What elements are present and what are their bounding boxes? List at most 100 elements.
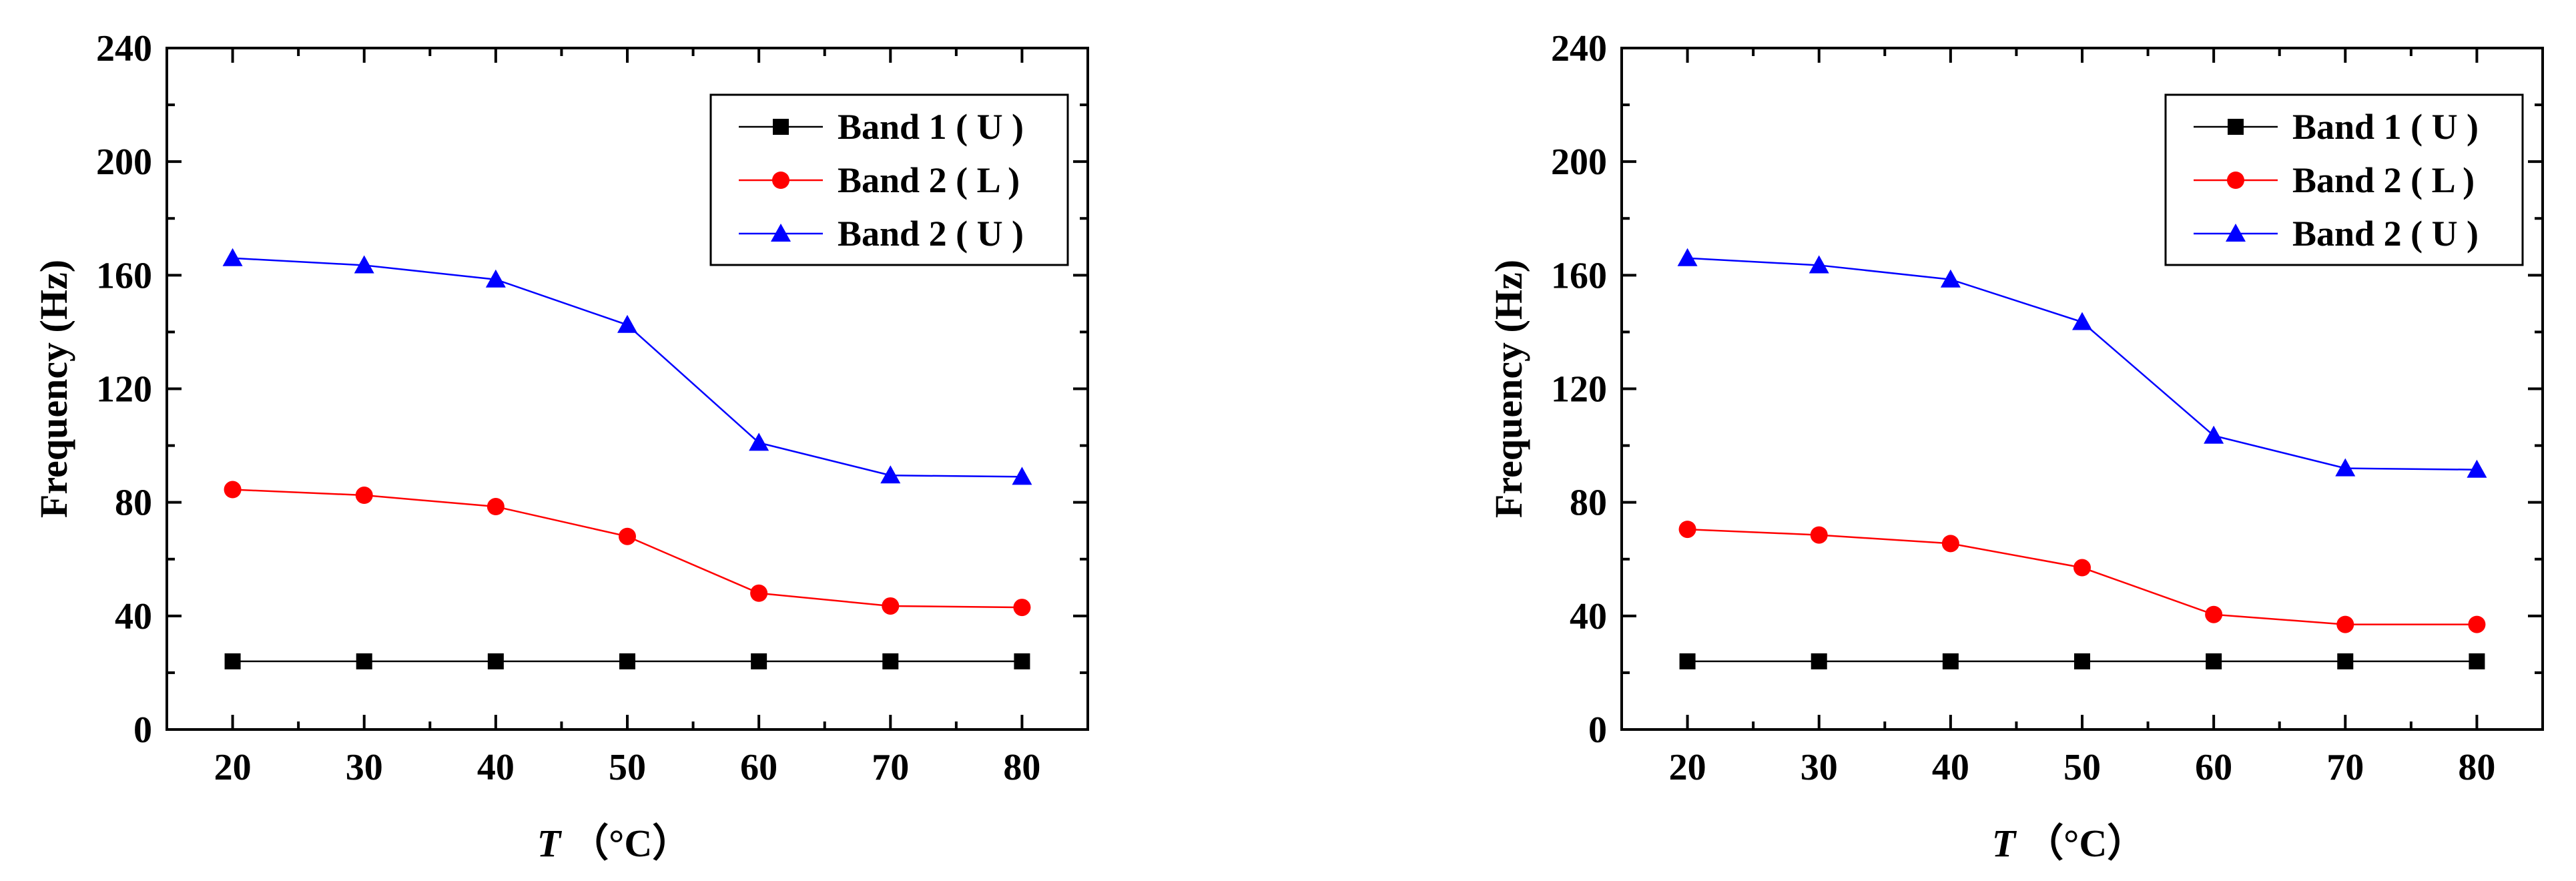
data-point-square xyxy=(619,653,635,669)
data-point-circle xyxy=(2468,615,2486,633)
series-line xyxy=(232,489,1022,609)
x-tick-label: 60 xyxy=(2195,747,2232,788)
y-tick-label: 120 xyxy=(1551,369,1607,410)
data-point-square xyxy=(1679,653,1696,669)
data-point-square xyxy=(224,653,241,669)
legend-label: Band 2 ( L ) xyxy=(2292,160,2475,200)
legend-marker-triangle xyxy=(2226,224,2246,242)
data-point-triangle xyxy=(2204,425,2224,444)
y-axis-title: Frequency (Hz) xyxy=(32,260,75,518)
series-1 xyxy=(224,653,1030,669)
data-point-circle xyxy=(750,584,768,602)
data-point-circle xyxy=(882,597,900,615)
data-point-square xyxy=(356,653,372,669)
data-point-circle xyxy=(2073,559,2091,577)
data-point-square xyxy=(2074,653,2090,669)
legend-label: Band 2 ( L ) xyxy=(838,160,1020,200)
x-tick-label: 30 xyxy=(1801,747,1838,788)
x-axis-symbol: T xyxy=(537,822,563,865)
data-point-square xyxy=(1942,653,1959,669)
data-point-circle xyxy=(2336,615,2354,633)
x-tick-label: 30 xyxy=(346,747,383,788)
x-tick-label: 40 xyxy=(1932,747,1969,788)
data-point-circle xyxy=(619,527,636,545)
data-point-triangle xyxy=(749,432,769,451)
data-point-square xyxy=(1014,653,1030,669)
legend-label: Band 2 ( U ) xyxy=(838,214,1024,254)
legend-marker-circle xyxy=(2227,172,2244,189)
x-tick-label: 20 xyxy=(214,747,252,788)
x-axis-unit: （°C） xyxy=(2025,822,2146,865)
data-point-triangle xyxy=(1677,248,1698,266)
series-line xyxy=(232,257,1022,478)
chart-panel-2: 0 40 80 120 160 200 240 20 30 40 50 60 70 80 T （°C） Freq… xyxy=(1487,28,2544,865)
x-axis-title: T （°C） xyxy=(537,822,691,865)
data-point-triangle xyxy=(1940,269,1961,288)
data-point-square xyxy=(2206,653,2222,669)
data-point-circle xyxy=(1013,599,1031,617)
x-tick-label: 20 xyxy=(1669,747,1706,788)
x-axis-symbol: T xyxy=(1992,822,2017,865)
data-point-square xyxy=(2469,653,2485,669)
y-tick-label: 200 xyxy=(1551,141,1607,183)
series-3 xyxy=(222,248,1032,485)
data-point-triangle xyxy=(1012,467,1032,485)
x-tick-label: 80 xyxy=(1003,747,1040,788)
data-point-circle xyxy=(1678,521,1696,539)
series-3 xyxy=(1677,248,2487,478)
data-point-square xyxy=(2337,653,2354,669)
x-tick-label: 70 xyxy=(2326,747,2364,788)
x-tick-label: 50 xyxy=(609,747,646,788)
data-point-triangle xyxy=(222,248,243,266)
y-tick-label: 160 xyxy=(1551,255,1607,296)
y-tick-label: 160 xyxy=(96,255,152,296)
x-tick-label: 70 xyxy=(872,747,909,788)
y-tick-label: 40 xyxy=(1570,596,1607,637)
x-tick-label: 40 xyxy=(477,747,515,788)
chart-panel-1: 0 40 80 120 160 200 240 20 30 40 50 60 70 80 T （°C） Freq… xyxy=(32,28,1089,865)
data-point-triangle xyxy=(880,465,901,484)
data-point-square xyxy=(1811,653,1827,669)
y-tick-label: 0 xyxy=(1588,709,1607,751)
legend-label: Band 1 ( U ) xyxy=(2292,107,2479,147)
y-tick-label: 80 xyxy=(115,483,152,524)
data-point-triangle xyxy=(354,255,374,274)
data-point-triangle xyxy=(485,269,506,288)
y-tick-label: 80 xyxy=(1570,483,1607,524)
data-point-triangle xyxy=(1809,255,1829,274)
series-2 xyxy=(1678,521,2486,633)
legend-label: Band 2 ( U ) xyxy=(2292,214,2479,254)
data-point-triangle xyxy=(2072,312,2092,330)
x-tick-label: 60 xyxy=(740,747,777,788)
x-tick-label: 50 xyxy=(2063,747,2101,788)
data-point-square xyxy=(487,653,504,669)
data-point-triangle xyxy=(2335,458,2356,477)
x-axis-unit: （°C） xyxy=(570,822,691,865)
series-line xyxy=(1687,257,2477,471)
y-tick-label: 120 xyxy=(96,369,152,410)
y-tick-label: 0 xyxy=(133,709,152,751)
y-tick-label: 240 xyxy=(96,28,152,69)
series-2 xyxy=(224,481,1031,617)
data-point-circle xyxy=(355,487,373,505)
data-point-circle xyxy=(1810,526,1828,544)
y-tick-label: 200 xyxy=(96,141,152,183)
series-line xyxy=(1687,528,2477,625)
series-1 xyxy=(1679,653,2485,669)
x-tick-label: 80 xyxy=(2458,747,2495,788)
legend-marker-triangle xyxy=(771,224,791,242)
y-tick-label: 240 xyxy=(1551,28,1607,69)
data-point-triangle xyxy=(617,314,637,333)
data-point-circle xyxy=(1941,535,1959,553)
legend: Band 1 ( U ) Band 2 ( L ) Band 2 ( U ) xyxy=(2164,93,2524,266)
y-tick-label: 40 xyxy=(115,596,152,637)
x-axis-title: T （°C） xyxy=(1992,822,2146,865)
data-point-circle xyxy=(2205,605,2223,623)
data-point-circle xyxy=(487,498,505,516)
legend-label: Band 1 ( U ) xyxy=(838,107,1024,147)
y-axis-title: Frequency (Hz) xyxy=(1487,260,1530,518)
data-point-square xyxy=(882,653,899,669)
legend-marker-circle xyxy=(772,172,789,189)
legend-marker-square xyxy=(2228,119,2244,135)
